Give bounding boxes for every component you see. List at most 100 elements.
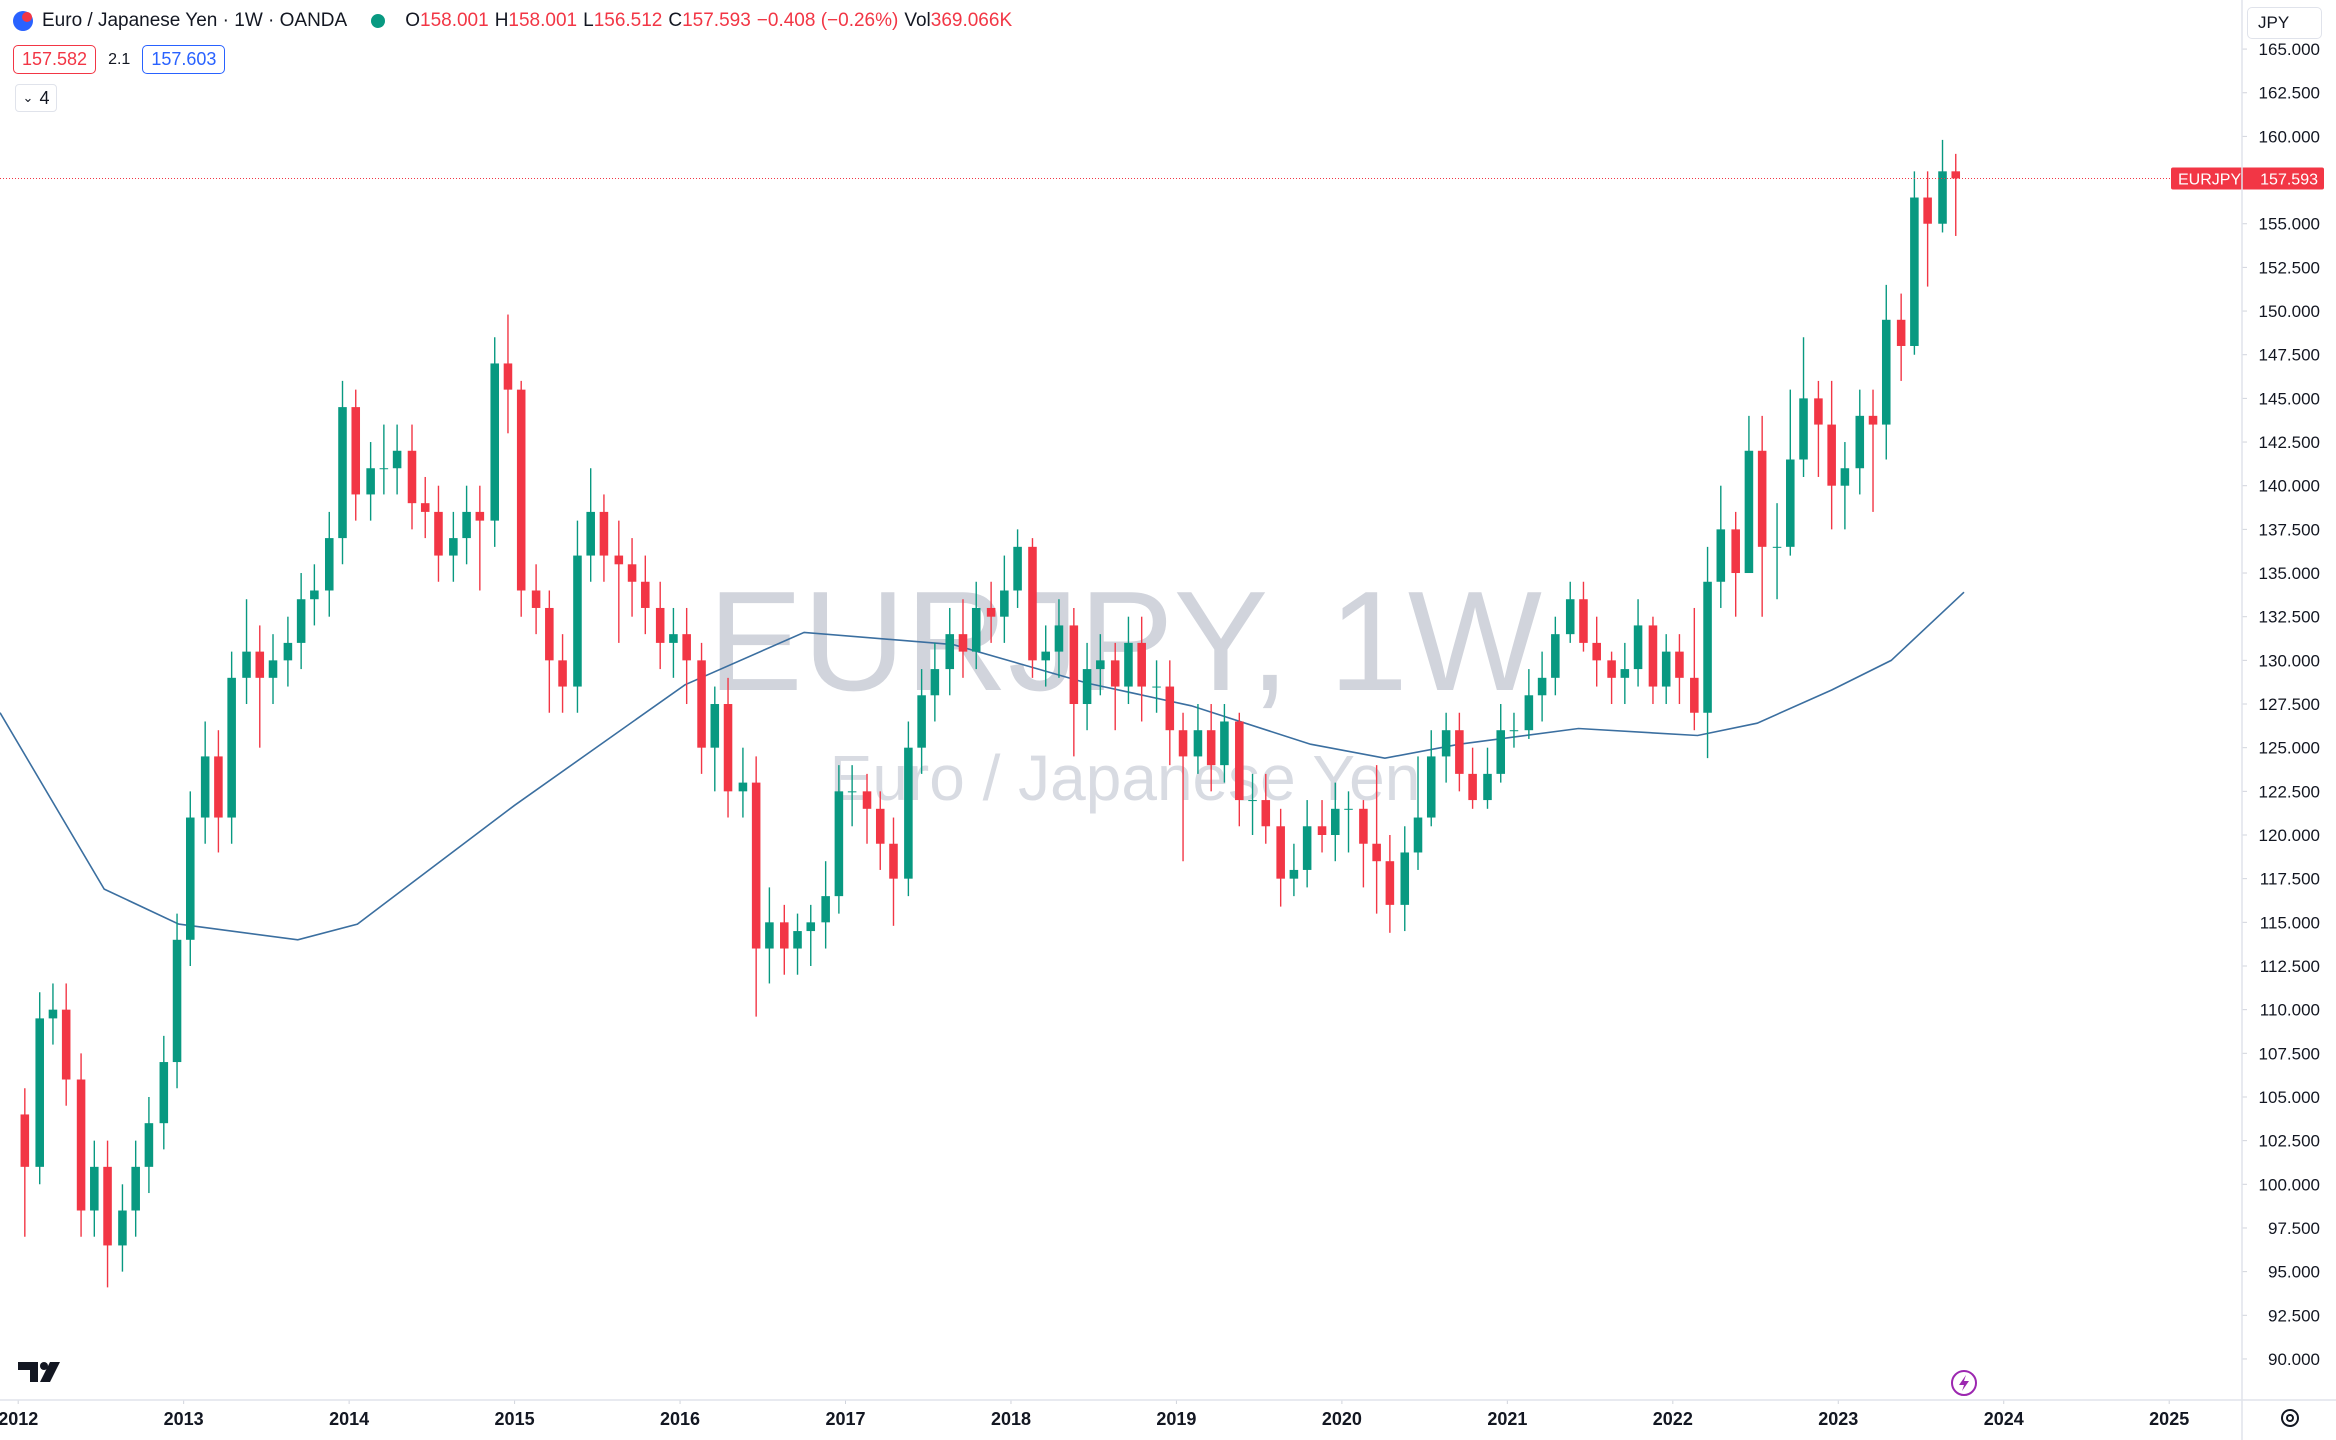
candle-body xyxy=(806,922,816,932)
y-tick-label: 152.500 xyxy=(2259,258,2320,277)
candle-body xyxy=(48,1009,58,1019)
volume-label: Vol xyxy=(904,10,931,31)
candle-body xyxy=(1648,625,1658,687)
candle-body xyxy=(1124,642,1133,687)
candle-body xyxy=(296,599,306,643)
candle-body xyxy=(1110,660,1120,687)
candle-body xyxy=(1675,651,1684,678)
candle-body xyxy=(1910,197,1919,346)
candle-body xyxy=(1069,625,1079,705)
candle-body xyxy=(1013,546,1022,591)
indicators-toggle[interactable]: ⌄ 4 xyxy=(15,84,57,112)
candle-body xyxy=(1220,721,1229,766)
y-tick-label: 95.000 xyxy=(2268,1263,2320,1282)
candle-body xyxy=(1248,800,1257,802)
y-tick-label: 120.000 xyxy=(2259,826,2320,845)
sell-button[interactable]: 157.582 xyxy=(13,45,97,74)
candle-body xyxy=(917,695,926,748)
candle-body xyxy=(751,782,761,949)
candle-body xyxy=(1537,677,1547,696)
candle-body xyxy=(90,1166,99,1211)
candle-body xyxy=(1359,808,1368,844)
ohlc-value: 156.512 xyxy=(593,10,663,31)
y-tick-label: 137.500 xyxy=(2259,520,2320,539)
candle-body xyxy=(118,1210,127,1246)
lightning-button[interactable] xyxy=(1951,1370,1977,1396)
candle-body xyxy=(930,669,940,696)
candle-body xyxy=(1082,669,1092,705)
buy-button[interactable]: 157.603 xyxy=(142,45,226,74)
gear-inner[interactable] xyxy=(2286,1414,2294,1422)
lightning-icon[interactable] xyxy=(1959,1375,1969,1391)
candle-body xyxy=(103,1166,112,1246)
candle-body xyxy=(1744,450,1754,574)
candle-body xyxy=(1372,843,1381,862)
symbol-title[interactable]: Euro / Japanese Yen · 1W · OANDA xyxy=(42,10,348,31)
candle-body xyxy=(697,660,706,748)
candle-body xyxy=(1923,197,1932,224)
candle-body xyxy=(310,590,319,600)
candle-body xyxy=(1426,756,1436,818)
candle-body xyxy=(475,511,485,521)
watermark-symbol: EURJPY, 1W xyxy=(708,562,1542,721)
candle-body xyxy=(268,660,278,678)
y-tick-label: 132.500 xyxy=(2259,608,2320,627)
legend-header: Euro / Japanese Yen · 1W · OANDA O 158.00… xyxy=(12,10,1018,32)
ohlc-value: 158.001 xyxy=(508,10,578,31)
x-tick-label: 2016 xyxy=(660,1409,700,1429)
candle-body xyxy=(20,1114,30,1167)
candle-body xyxy=(1235,721,1244,801)
candle-body xyxy=(1152,686,1161,688)
candle-body xyxy=(227,677,236,818)
candle-body xyxy=(159,1062,169,1124)
candle-body xyxy=(573,555,582,687)
candle-body xyxy=(144,1123,154,1167)
x-tick-label: 2019 xyxy=(1156,1409,1196,1429)
x-tick-label: 2018 xyxy=(991,1409,1031,1429)
candle-body xyxy=(1054,625,1064,652)
candle-body xyxy=(1317,826,1327,836)
candle-body xyxy=(1206,730,1216,766)
ohlc-value: 157.593 xyxy=(682,10,751,31)
candle-body xyxy=(889,843,898,879)
y-tick-label: 147.500 xyxy=(2259,346,2320,365)
candle-body xyxy=(1455,730,1464,774)
y-tick-label: 145.000 xyxy=(2259,389,2320,408)
settings-button[interactable] xyxy=(2281,1409,2299,1427)
y-tick-label: 90.000 xyxy=(2268,1350,2320,1369)
x-tick-label: 2023 xyxy=(1818,1409,1858,1429)
candle-body xyxy=(1496,730,1506,774)
lightning-circle[interactable] xyxy=(1951,1370,1977,1396)
candle-body xyxy=(490,363,500,521)
chevron: ⌄ xyxy=(22,90,34,105)
candle-body xyxy=(1468,773,1477,801)
currency[interactable]: JPY xyxy=(2258,13,2290,32)
x-tick-label: 2022 xyxy=(1653,1409,1693,1429)
y-tick-label: 140.000 xyxy=(2259,477,2320,496)
candle-body xyxy=(1868,415,1878,425)
currency-selector[interactable]: JPY xyxy=(2247,7,2322,39)
x-tick-label: 2012 xyxy=(0,1409,38,1429)
candle-body xyxy=(614,555,624,565)
candle-body xyxy=(1041,651,1050,661)
candle-body xyxy=(1276,826,1285,879)
market-status[interactable] xyxy=(371,14,386,28)
candle-body xyxy=(200,756,210,818)
candle-body xyxy=(1000,590,1009,617)
ohlc-label: L xyxy=(583,10,594,31)
candle-body xyxy=(1565,599,1575,635)
candle-body xyxy=(351,407,361,495)
candle-body xyxy=(1193,730,1203,757)
logo-part xyxy=(40,1362,48,1370)
x-tick-label: 2013 xyxy=(164,1409,204,1429)
candle-body xyxy=(420,503,430,512)
candle-body xyxy=(793,931,802,949)
candle-body xyxy=(186,817,195,940)
candle-body xyxy=(1690,677,1699,713)
candle-body xyxy=(862,791,872,809)
x-tick-label: 2025 xyxy=(2149,1409,2189,1429)
gear-outer[interactable] xyxy=(2281,1409,2299,1427)
x-tick-label: 2020 xyxy=(1322,1409,1362,1429)
